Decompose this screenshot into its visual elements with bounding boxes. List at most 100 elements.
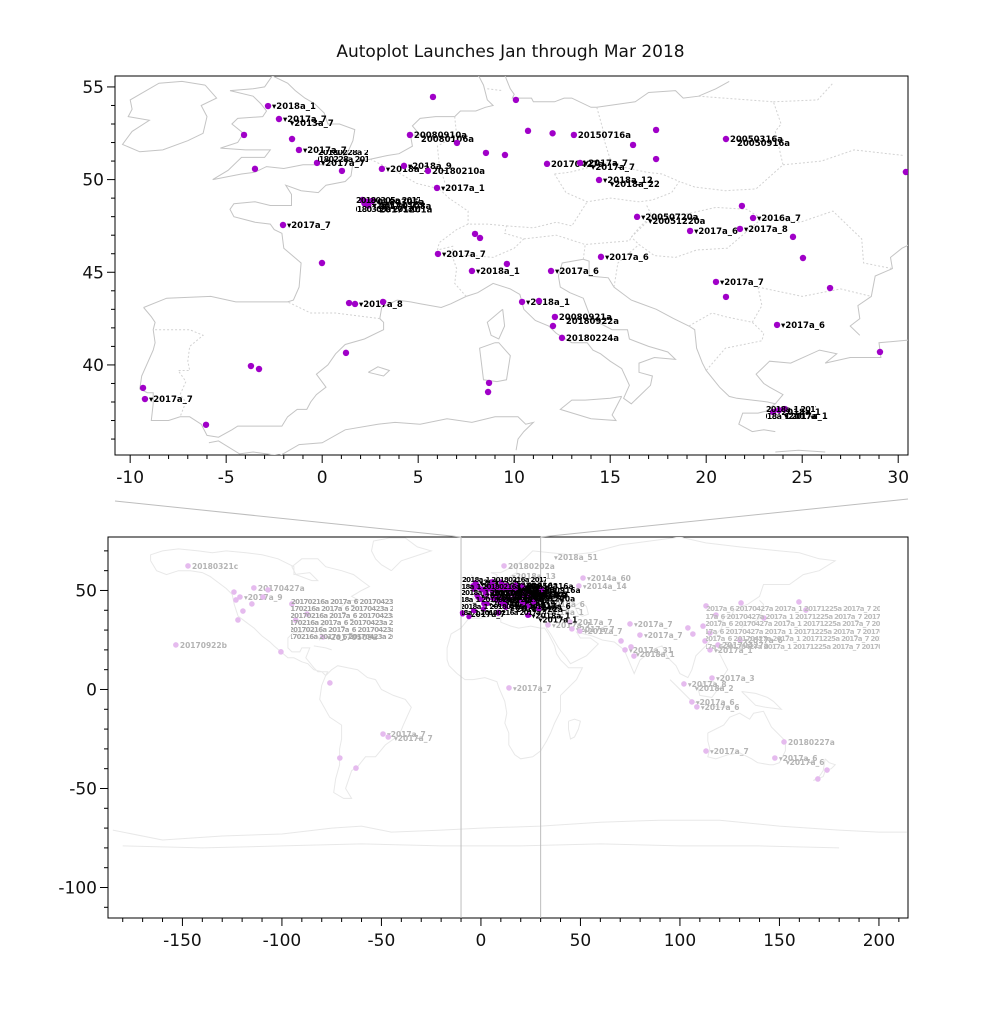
data-point-marker xyxy=(703,748,709,754)
coastline xyxy=(143,76,495,308)
data-point-marker xyxy=(595,176,603,184)
data-point-label: ▾2017a_6 xyxy=(696,698,735,707)
data-point-marker xyxy=(292,617,299,623)
data-point-label-overlap: ▾2018a_2 xyxy=(695,684,734,693)
x-tick-label: -150 xyxy=(163,931,202,951)
data-point-marker xyxy=(490,588,496,594)
data-point-marker xyxy=(526,612,532,618)
data-point-label: 20180202a xyxy=(508,562,555,571)
data-point-label: ▾20050720a xyxy=(518,590,569,599)
data-point-marker xyxy=(652,155,660,163)
coastline xyxy=(368,366,391,377)
x-tick-label: -10 xyxy=(116,468,144,488)
data-point-marker xyxy=(471,230,479,238)
data-point-marker xyxy=(707,647,713,653)
data-point-label: ▾2016a_7 xyxy=(757,214,801,224)
zoom-connector-line xyxy=(114,500,462,538)
europe-detail-plot[interactable]: ▾2018a_1▾2017a_7▾2013a_7▾2017a_7▾2017a_7… xyxy=(115,76,908,455)
data-point-label: ▾2017a_6 xyxy=(605,253,649,263)
data-point-label: ▾2017a_6 xyxy=(514,595,553,604)
data-point-marker xyxy=(478,596,484,602)
data-point-marker xyxy=(535,297,543,305)
coastline xyxy=(679,95,784,192)
data-point-marker xyxy=(520,583,526,589)
data-point-marker xyxy=(240,608,246,614)
data-point-marker xyxy=(264,102,272,110)
data-point-label: 20050316a xyxy=(730,135,783,145)
data-point-marker xyxy=(769,408,777,416)
data-point-marker xyxy=(498,579,504,585)
data-point-marker xyxy=(826,284,834,292)
world-overview-plot[interactable]: 20180321c20170427a▾2017a_920170922b▾2017… xyxy=(108,537,908,918)
data-point-label: ▾2017a_7 xyxy=(710,747,749,756)
data-point-marker xyxy=(353,765,359,771)
data-point-label: 20150716a xyxy=(578,131,631,141)
data-point-label: 20170922b xyxy=(180,641,228,650)
data-point-marker xyxy=(530,599,537,605)
data-point-marker xyxy=(772,755,778,761)
coastline xyxy=(479,342,511,383)
data-point-marker xyxy=(484,600,490,607)
data-point-marker xyxy=(694,704,700,710)
y-tick-label: 0 xyxy=(86,680,97,700)
data-point-marker xyxy=(237,594,243,600)
data-point-marker xyxy=(796,599,802,605)
coastline xyxy=(500,572,524,583)
data-point-label: ▾20170509a xyxy=(327,633,378,642)
data-point-label: 20180210a xyxy=(496,586,543,595)
data-point-marker xyxy=(789,233,797,241)
data-point-marker xyxy=(378,165,386,173)
coastline xyxy=(460,580,471,587)
y-tick-label: -50 xyxy=(69,779,97,799)
data-point-label: ▾20050720a xyxy=(641,213,699,223)
data-point-marker xyxy=(690,631,696,637)
data-point-marker xyxy=(503,260,511,268)
data-point-label: 20050316a xyxy=(527,582,574,591)
data-point-label: ▾2018a_1 xyxy=(526,298,570,308)
data-point-marker xyxy=(507,596,513,602)
data-point-marker xyxy=(525,603,531,609)
data-point-label: ▾2017a_7 xyxy=(574,618,613,627)
data-point-label: ▾2018a_12 xyxy=(603,176,653,186)
data-point-marker xyxy=(685,625,691,631)
data-point-marker xyxy=(476,234,484,242)
data-point-marker xyxy=(251,585,257,591)
data-point-marker xyxy=(707,630,713,636)
data-point-marker xyxy=(516,593,522,599)
coastline xyxy=(613,244,640,288)
data-point-label-overlap: ▾2017a_1 xyxy=(539,615,578,624)
data-point-label-overlap: ▾2018a_22 xyxy=(610,180,660,190)
data-point-label: ▾2017a_3 xyxy=(716,674,755,683)
data-point-label: ▾2017a_7 xyxy=(387,730,426,739)
coastline xyxy=(506,201,588,229)
data-point-marker xyxy=(713,612,719,618)
data-point-marker xyxy=(576,583,582,589)
coastline xyxy=(452,257,467,297)
data-point-label-overlap: ▾20051220a xyxy=(525,594,576,603)
data-point-marker xyxy=(240,131,248,139)
data-point-label-overlap: ▾2017a_7 xyxy=(394,734,433,743)
data-point-marker xyxy=(289,601,295,607)
coastline xyxy=(741,691,783,710)
data-point-marker xyxy=(288,135,296,143)
coastline xyxy=(849,244,908,336)
data-point-marker xyxy=(681,681,687,687)
data-point-label: ▾2017a_6 xyxy=(555,267,599,277)
data-point-marker xyxy=(361,200,368,207)
data-point-marker xyxy=(569,626,575,632)
data-point-label-overlap: 20171201a xyxy=(497,593,544,602)
data-point-marker xyxy=(260,594,266,600)
data-point-marker xyxy=(507,587,513,594)
data-point-marker xyxy=(202,421,210,428)
data-point-marker xyxy=(518,298,526,306)
data-point-label: 20180210a xyxy=(432,167,485,177)
data-point-label: 20170427a xyxy=(508,585,555,594)
data-point-label: ▾2017a_7 xyxy=(513,684,552,693)
data-point-marker xyxy=(484,388,492,396)
data-point-label: ▾2018a_1 xyxy=(476,267,520,277)
data-point-label-overlap: ▾2017a_7 xyxy=(591,163,635,173)
data-point-label: 20180321c xyxy=(192,562,238,571)
data-point-marker xyxy=(318,259,326,267)
data-point-marker xyxy=(434,250,442,258)
